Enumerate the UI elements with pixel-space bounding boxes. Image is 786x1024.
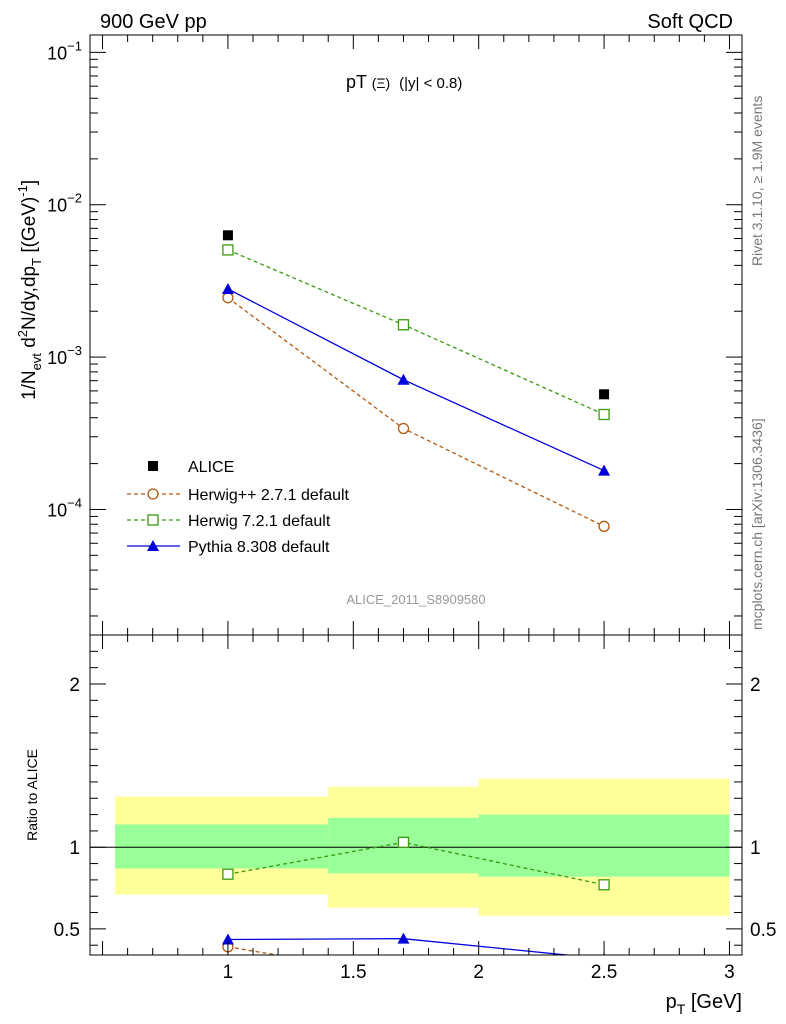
ratio-frame [89,634,743,956]
ratio-ytick-label-left: 2 [69,675,80,696]
x-axis-label: pT [GeV] [666,991,742,1017]
ratio-ticks [90,635,742,955]
ylabel-e: ] [19,180,40,185]
data-point-herwigpp [397,422,410,435]
main-ylabel: 1/Nevt d2N/dy,dpT [(GeV)-1] [15,180,44,400]
title-cut: (|y| < 0.8) [399,75,462,92]
xtick-labels: 1 1.5 2 2.5 3 [223,962,735,983]
main-ytick-label: 10−2 [47,191,82,216]
ylabel-c: N/dy,dp [19,266,40,330]
data-point-herwigpp [222,292,234,304]
data-point-alice [599,389,610,400]
title-main: pT [346,72,367,92]
ratio-point-pythia [397,932,410,944]
xlabel-main: p [666,991,677,1013]
legend-label-herwig7: Herwig 7.2.1 default [188,513,331,530]
ylabel-d-sup: -1 [15,185,30,197]
rivet-label: Rivet 3.1.10, ≥ 1.9M events [749,96,765,266]
data-point-herwig7 [222,244,234,256]
data-point-pythia [598,464,611,476]
xtick-label: 1 [223,962,234,983]
main-ytick-labels: 10−410−310−210−1 [47,38,82,520]
main-ytick-label-base: 10 [47,43,67,63]
legend: ALICE Herwig++ 2.7.1 default Herwig 7.2.… [127,459,350,556]
ratio-ylabel: Ratio to ALICE [24,749,40,841]
main-ytick-label: 10−3 [47,343,82,368]
main-ytick-label: 10−1 [47,38,82,63]
legend-marker-pythia [147,540,159,551]
xtick-label: 1.5 [340,962,366,983]
ratio-ytick-labels: 0.5 0.5 1 1 2 2 [54,675,777,941]
data-point-herwig7 [397,319,410,331]
ratio-point-herwigpp [599,983,609,993]
legend-label-alice: ALICE [188,459,234,476]
ratio-point-herwig7 [222,868,234,880]
main-ytick-label-exp: −4 [67,495,82,510]
ratio-point-pythia [221,933,234,945]
main-ytick-label-base: 10 [47,500,67,520]
main-series-line [227,249,605,416]
ylabel-a: 1/N [19,370,40,400]
ratio-band-stat [478,814,730,877]
main-ytick-label-base: 10 [47,348,67,368]
main-panel: 10−410−310−210−1 pT (Ξ) (|y| < 0.8) 1/Ne… [15,34,743,636]
ratio-ytick-label-right: 1 [750,838,761,859]
xtick-label: 2 [473,962,484,983]
data-point-pythia [221,282,234,294]
main-ticks [90,35,742,635]
data-point-herwigpp [598,520,610,532]
ratio-point-herwig7 [397,836,410,848]
legend-label-pythia: Pythia 8.308 default [188,539,330,556]
main-ytick-label: 10−4 [47,495,82,520]
ratio-point-herwig7 [598,879,610,891]
main-series [221,230,611,532]
ratio-band-stat [115,824,329,869]
legend-label-herwigpp: Herwig++ 2.7.1 default [188,487,350,504]
data-point-pythia [397,373,410,385]
ylabel-a-sub: evt [29,353,44,371]
legend-entry-herwig7: Herwig 7.2.1 default [127,513,331,530]
ylabel-c-sub: T [29,258,44,266]
header-left: 900 GeV pp [100,11,207,33]
legend-marker-herwig7 [147,514,159,526]
main-ytick-label-base: 10 [47,196,67,216]
mcplots-label: mcplots.cern.ch [arXiv:1306.3436] [749,418,765,630]
ratio-ytick-label-left: 0.5 [54,920,80,941]
ratio-ytick-label-right: 2 [750,675,761,696]
ratio-ytick-label-left: 1 [69,838,80,859]
ratio-series [221,836,610,993]
legend-marker-alice [148,461,158,471]
main-ytick-label-exp: −1 [67,38,82,53]
header-right: Soft QCD [647,11,733,33]
ratio-ytick-label-right: 0.5 [750,920,776,941]
ratio-point-herwigpp [398,971,408,981]
data-point-herwig7 [598,408,610,421]
ratio-series-line [227,938,574,955]
main-ytick-label-exp: −3 [67,343,82,358]
ylabel-d: [(GeV) [19,197,40,258]
chart-title: pT (Ξ) (|y| < 0.8) [346,72,462,92]
ratio-series-group [221,836,610,993]
legend-entry-herwigpp: Herwig++ 2.7.1 default [127,487,350,504]
legend-entry-alice: ALICE [148,459,234,476]
xtick-label: 3 [724,962,735,983]
main-series-line [227,288,605,472]
xlabel-unit: [GeV] [685,991,742,1013]
ylabel-b: d [19,337,40,353]
ratio-panel: 0.5 0.5 1 1 2 2 1 1.5 2 2.5 3 Ratio to ALICE pT [… [24,634,777,1017]
legend-entry-pythia: Pythia 8.308 default [127,539,330,556]
main-ytick-label-exp: −2 [67,191,82,206]
legend-marker-herwigpp [147,488,159,500]
analysis-label: ALICE_2011_S8909580 [346,592,485,607]
title-particle: (Ξ) [372,75,390,91]
data-point-alice [222,230,233,241]
ylabel-b-sup: 2 [15,330,30,337]
xlabel-sub: T [677,1001,686,1017]
xtick-label: 2.5 [591,962,617,983]
